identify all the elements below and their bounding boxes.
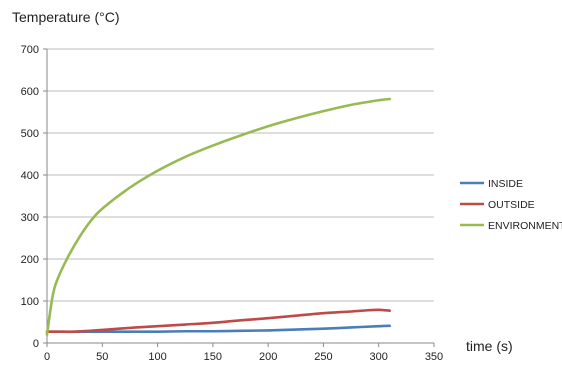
x-axis-title: time (s): [466, 338, 513, 354]
x-tick-label: 150: [204, 351, 222, 363]
x-tick-label: 300: [370, 351, 388, 363]
y-tick-label: 200: [21, 254, 39, 266]
y-tick-label: 500: [21, 128, 39, 140]
y-tick-label: 300: [21, 212, 39, 224]
x-tick-label: 250: [314, 351, 332, 363]
tick-labels: 0 100 200 300 400 500 600 700 0 50 100 150 200 250 300…: [21, 44, 444, 363]
legend-label-outside: OUTSIDE: [488, 199, 535, 211]
axes: [43, 48, 435, 347]
legend-label-inside: INSIDE: [488, 178, 523, 190]
y-tick-label: 600: [21, 86, 39, 98]
x-tick-label: 50: [96, 351, 108, 363]
series-line-outside: [45, 308, 392, 334]
y-tick-label: 700: [21, 44, 39, 56]
gridlines: [47, 48, 434, 302]
legend-label-environment: ENVIRONMENT: [488, 220, 562, 232]
x-tick-label: 350: [425, 351, 443, 363]
legend: INSIDE OUTSIDE ENVIRONMENT: [460, 178, 562, 232]
series-lines: [45, 97, 392, 336]
y-tick-label: 0: [33, 338, 39, 350]
series-line-environment: [45, 97, 392, 336]
x-tick-label: 0: [44, 351, 50, 363]
y-tick-label: 400: [21, 170, 39, 182]
y-axis-title: Temperature (°C): [12, 9, 120, 25]
x-tick-label: 200: [259, 351, 277, 363]
y-tick-label: 100: [21, 296, 39, 308]
x-tick-label: 100: [148, 351, 166, 363]
